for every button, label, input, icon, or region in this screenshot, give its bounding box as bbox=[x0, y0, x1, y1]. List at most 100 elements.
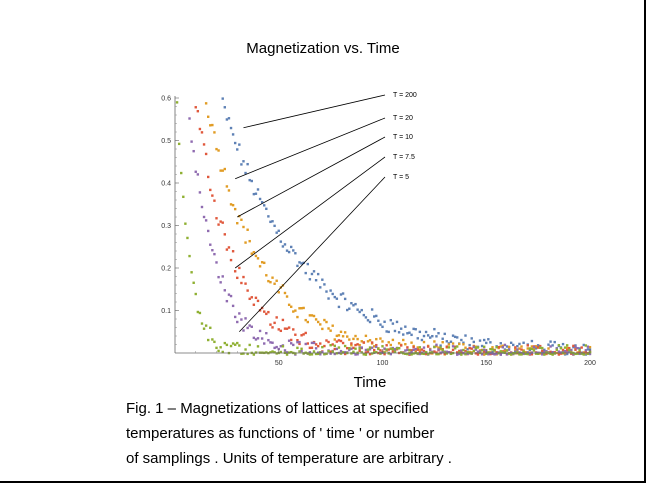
data-point bbox=[520, 348, 523, 351]
data-point bbox=[499, 342, 502, 345]
data-point bbox=[453, 345, 457, 348]
data-point bbox=[242, 329, 245, 332]
data-point bbox=[290, 342, 293, 345]
data-point bbox=[364, 353, 368, 356]
data-point bbox=[285, 249, 289, 252]
data-point bbox=[489, 341, 492, 344]
data-point bbox=[472, 340, 475, 344]
data-point bbox=[410, 341, 413, 344]
data-point bbox=[250, 296, 253, 299]
data-point bbox=[356, 343, 359, 346]
data-point bbox=[402, 338, 405, 342]
data-point bbox=[437, 346, 440, 349]
data-point bbox=[435, 351, 438, 354]
data-point bbox=[536, 352, 540, 356]
data-point bbox=[350, 347, 353, 350]
data-point bbox=[287, 250, 291, 254]
data-point bbox=[385, 330, 388, 333]
data-point bbox=[406, 352, 409, 356]
data-point bbox=[294, 333, 297, 336]
data-point bbox=[294, 252, 297, 255]
data-point bbox=[362, 353, 366, 356]
data-point bbox=[308, 314, 312, 317]
data-point bbox=[192, 149, 195, 153]
data-point bbox=[217, 349, 220, 353]
data-point bbox=[541, 351, 544, 354]
series-label: T = 200 bbox=[393, 92, 417, 99]
data-point bbox=[198, 311, 202, 315]
data-point bbox=[215, 147, 218, 151]
data-point bbox=[572, 345, 575, 349]
data-point bbox=[325, 352, 328, 355]
data-point bbox=[381, 345, 384, 348]
data-point bbox=[391, 338, 395, 342]
data-point bbox=[410, 351, 413, 354]
data-point bbox=[252, 353, 256, 356]
data-point bbox=[443, 332, 446, 336]
data-point bbox=[449, 340, 453, 343]
data-point bbox=[456, 345, 459, 348]
data-point bbox=[470, 337, 473, 340]
data-point bbox=[507, 348, 511, 351]
data-point bbox=[447, 346, 451, 349]
data-point bbox=[296, 339, 299, 342]
data-point bbox=[426, 352, 430, 356]
data-point bbox=[240, 318, 243, 321]
data-point bbox=[445, 340, 449, 343]
data-point bbox=[354, 353, 357, 356]
data-point bbox=[439, 346, 442, 349]
data-point bbox=[292, 328, 295, 331]
data-point bbox=[180, 171, 183, 175]
data-point bbox=[327, 327, 330, 330]
data-point bbox=[302, 306, 305, 310]
data-point bbox=[541, 349, 544, 353]
data-point bbox=[387, 341, 390, 344]
data-point bbox=[391, 350, 395, 353]
data-point bbox=[387, 348, 390, 351]
data-point bbox=[482, 350, 486, 353]
data-point bbox=[273, 351, 276, 354]
data-point bbox=[275, 316, 278, 319]
data-point bbox=[248, 297, 251, 301]
data-point bbox=[366, 340, 370, 343]
data-point bbox=[406, 346, 409, 349]
data-point bbox=[433, 345, 436, 349]
data-point bbox=[466, 348, 469, 351]
x-tick-label: 50 bbox=[275, 360, 283, 367]
data-point bbox=[238, 312, 241, 315]
data-point bbox=[321, 345, 324, 349]
data-point bbox=[194, 292, 197, 296]
data-point bbox=[352, 304, 355, 307]
data-point bbox=[263, 261, 266, 265]
data-point bbox=[194, 170, 197, 173]
data-point bbox=[574, 348, 577, 351]
data-point bbox=[422, 346, 426, 349]
data-point bbox=[547, 347, 550, 350]
data-point bbox=[399, 327, 403, 330]
data-point bbox=[298, 307, 301, 310]
data-point bbox=[240, 163, 243, 166]
data-point bbox=[290, 305, 293, 308]
data-point bbox=[383, 351, 386, 354]
data-point bbox=[229, 126, 233, 130]
data-point bbox=[310, 341, 314, 345]
data-point bbox=[354, 302, 357, 306]
data-point bbox=[298, 342, 301, 346]
data-point bbox=[296, 340, 299, 344]
data-point bbox=[277, 229, 280, 232]
data-point bbox=[265, 207, 268, 211]
data-point bbox=[393, 329, 397, 333]
y-tick-label: 0.6 bbox=[161, 96, 171, 103]
data-point bbox=[246, 352, 249, 356]
data-point bbox=[424, 352, 428, 356]
data-point bbox=[209, 124, 212, 127]
data-point bbox=[433, 327, 436, 331]
data-point bbox=[368, 339, 372, 342]
data-point bbox=[283, 291, 287, 295]
data-point bbox=[536, 346, 540, 349]
data-point bbox=[352, 337, 355, 341]
data-point bbox=[290, 338, 293, 342]
figure-caption: Fig. 1 – Magnetizations of lattices at s… bbox=[126, 396, 606, 471]
data-point bbox=[211, 123, 214, 127]
data-point bbox=[460, 338, 463, 342]
